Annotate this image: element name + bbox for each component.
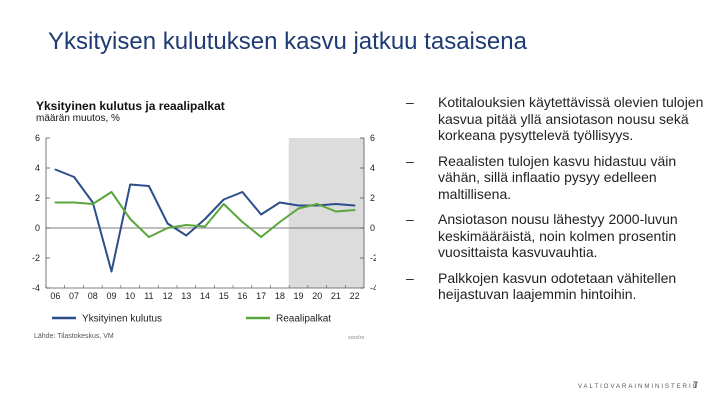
y-tick-label-left: 6 — [35, 133, 40, 143]
legend-label-0: Yksityinen kulutus — [82, 314, 162, 325]
y-tick-label-right: -2 — [370, 253, 376, 263]
x-tick-label: 22 — [350, 291, 360, 301]
chart-subtitle: määrän muutos, % — [36, 113, 120, 124]
chart-svg: -4 -4-2 -20 02 24 46 606 07 08 09 10 11 12 13 14 15 16 17… — [32, 133, 376, 325]
series-point-0 — [166, 222, 169, 225]
series-point-1 — [297, 207, 300, 210]
series-point-1 — [278, 221, 281, 223]
page-number: 7 — [693, 380, 699, 390]
bullet-item: – Kotitalouksien käytettävissä olevien t… — [406, 94, 706, 144]
series-point-0 — [278, 201, 281, 204]
chart-source: Lähde: Tilastokeskus, VM — [34, 333, 114, 340]
x-tick-label: 16 — [237, 291, 247, 301]
bullet-dash: – — [406, 152, 414, 169]
y-tick-label-left: -2 — [32, 253, 40, 263]
x-tick-label: 09 — [106, 291, 116, 301]
series-point-0 — [204, 218, 206, 220]
x-tick-label: 15 — [219, 291, 229, 301]
series-point-1 — [73, 201, 75, 204]
series-point-0 — [54, 168, 57, 171]
slide-title: Yksityisen kulutuksen kasvu jatkuu tasai… — [48, 28, 527, 55]
series-point-0 — [185, 234, 188, 237]
series-point-1 — [222, 203, 225, 205]
series-point-1 — [91, 203, 94, 205]
bullet-item: – Ansiotason nousu lähestyy 2000-luvun k… — [406, 211, 706, 261]
bullet-dash: – — [406, 211, 414, 227]
bullet-dash: – — [406, 94, 414, 110]
series-point-1 — [241, 221, 244, 223]
x-tick-label: 19 — [294, 291, 304, 301]
y-tick-label-right: 6 — [370, 133, 375, 143]
chart: -4 -4 -2 -2 0 0 2 2 4 4 6 6 06 07 08 09 10 11 12 13 14 15 16 17… — [16, 92, 376, 350]
bullet-text: Palkkojen kasvun odotetaan vähitellen he… — [438, 269, 677, 303]
x-tick-label: 13 — [181, 291, 191, 301]
series-point-1 — [335, 210, 337, 213]
y-tick-label-left: 4 — [35, 163, 40, 173]
series-point-1 — [110, 191, 113, 193]
bullet-item: – Palkkojen kasvun odotetaan vähitellen … — [406, 270, 706, 303]
series-point-0 — [222, 198, 225, 201]
x-tick-label: 11 — [144, 291, 153, 301]
series-point-1 — [353, 209, 356, 211]
series-point-1 — [260, 236, 263, 238]
series-point-0 — [335, 203, 337, 205]
chart-title: Yksityinen kulutus ja reaalipalkat — [36, 99, 225, 113]
series-point-1 — [316, 203, 319, 205]
series-point-1 — [166, 227, 169, 229]
footer-brand: VALTIOVARAINMINISTERIÖ — [578, 384, 700, 390]
y-tick-label-left: 0 — [35, 223, 40, 233]
series-point-0 — [353, 204, 356, 207]
bullet-text: Reaalisten tulojen kasvu hidastuu väin v… — [438, 152, 677, 202]
x-tick-label: 06 — [50, 291, 60, 301]
x-tick-label: 08 — [88, 291, 98, 301]
x-tick-label: 14 — [200, 291, 210, 301]
legend-label-1: Reaalipalkat — [276, 314, 331, 325]
series-point-0 — [110, 270, 113, 273]
y-tick-label-right: 0 — [370, 223, 375, 233]
y-tick-label-left: 2 — [35, 193, 40, 203]
y-tick-label-right: -4 — [370, 283, 376, 293]
series-point-1 — [147, 236, 150, 238]
x-tick-label: 10 — [125, 291, 135, 301]
series-point-0 — [129, 183, 132, 186]
series-point-1 — [185, 224, 188, 226]
x-tick-label: 20 — [312, 291, 322, 301]
bullet-text: Kotitalouksien käytettävissä olevien tul… — [438, 94, 704, 143]
x-tick-label: 17 — [256, 291, 266, 301]
x-tick-label: 07 — [69, 291, 79, 301]
series-point-0 — [241, 191, 244, 193]
bullet-item: – Reaalisten tulojen kasvu hidastuu väin… — [406, 153, 706, 203]
y-tick-label-left: -4 — [32, 283, 40, 293]
x-tick-label: 18 — [275, 291, 285, 301]
series-point-0 — [73, 176, 75, 178]
y-tick-label-right: 2 — [370, 193, 375, 203]
series-point-1 — [204, 225, 206, 228]
series-point-1 — [129, 218, 132, 220]
series-point-0 — [147, 185, 150, 187]
bullet-dash: – — [406, 269, 414, 286]
bullet-text: Ansiotason nousu lähestyy 2000-luvun kes… — [438, 211, 678, 260]
series-point-1 — [54, 201, 57, 204]
bullet-list: – Kotitalouksien käytettävissä olevien t… — [406, 94, 706, 312]
y-tick-label-right: 4 — [370, 163, 375, 173]
series-point-0 — [260, 213, 263, 216]
x-tick-label: 21 — [331, 291, 341, 301]
forecast-shade — [288, 138, 364, 288]
series-point-0 — [297, 204, 300, 207]
chart-code: xxxx/xx — [348, 335, 365, 341]
x-tick-label: 12 — [163, 291, 173, 301]
